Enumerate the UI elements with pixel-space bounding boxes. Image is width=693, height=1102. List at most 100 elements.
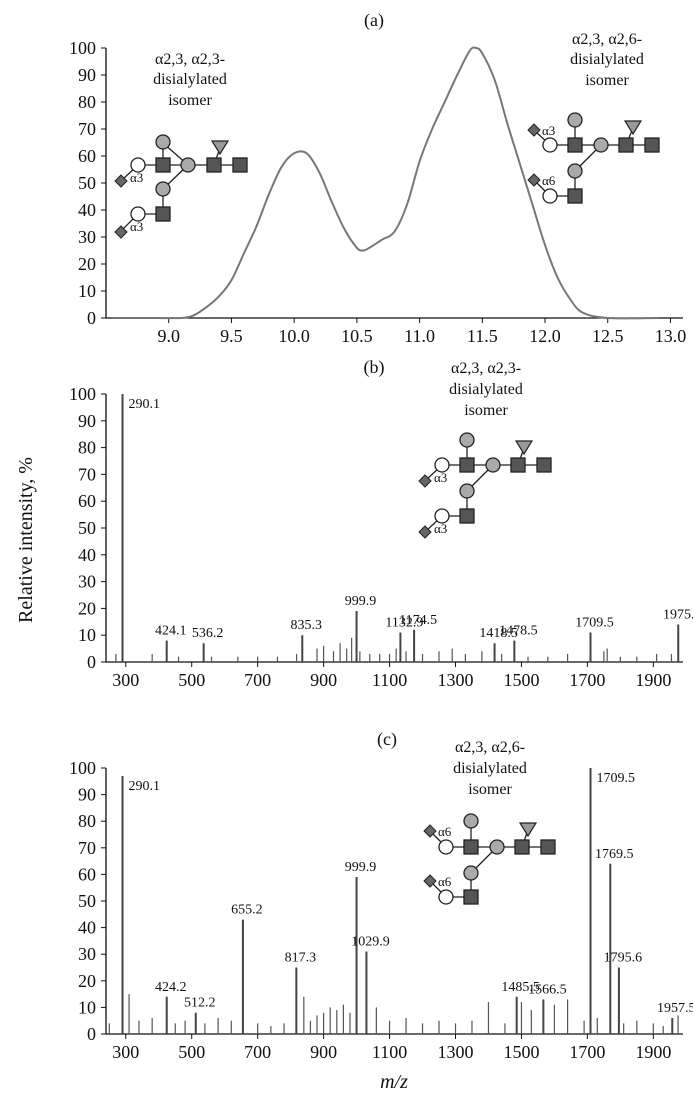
sialic-acid-icon xyxy=(423,874,437,888)
glcnac-icon xyxy=(644,137,660,153)
x-tick-label: 12.0 xyxy=(529,326,561,346)
y-axis-label: Relative intensity, % xyxy=(15,457,37,623)
annotation-c-line3: isomer xyxy=(468,781,512,798)
panel-a: (a) 0 10 20 30 40 50 60 70 80 90 100 9.0 9.5 10.0 10.… xyxy=(69,10,686,346)
peak-label: 290.1 xyxy=(129,397,161,412)
linkage-alpha6-label: α6 xyxy=(542,173,556,188)
glycan-structure-a23-a23-b: α3 α3 xyxy=(418,432,552,539)
glycan-structure-a23-a26-c: α6 α6 xyxy=(423,813,556,905)
x-tick-label: 900 xyxy=(310,670,337,690)
annotation-b: α2,3, α2,3- disialylated isomer xyxy=(449,360,523,419)
peak-label: 424.1 xyxy=(155,624,187,639)
y-tick-label: 60 xyxy=(78,491,96,511)
y-tick-label: 70 xyxy=(78,838,96,858)
y-tick-label: 50 xyxy=(78,173,96,193)
x-tick-label: 9.5 xyxy=(220,326,243,346)
x-tick-label: 900 xyxy=(310,1042,337,1062)
peak-label: 655.2 xyxy=(231,903,263,918)
y-tick-label: 60 xyxy=(78,146,96,166)
peak-label: 1769.5 xyxy=(595,847,634,862)
chromatogram-line xyxy=(112,46,658,320)
x-tick-label: 1900 xyxy=(635,670,671,690)
annotation-c-line1: α2,3, α2,6- xyxy=(455,739,525,756)
y-tick-label: 100 xyxy=(69,38,96,58)
y-tick-label: 90 xyxy=(78,411,96,431)
peak-label: 1709.5 xyxy=(575,616,614,631)
x-axis-label: m/z xyxy=(380,1071,408,1093)
annotation-right-a-line1: α2,3, α2,6- xyxy=(572,31,642,48)
panel-a-label: (a) xyxy=(364,10,384,31)
y-tick-label: 10 xyxy=(78,997,96,1017)
x-tick-label: 1100 xyxy=(372,1042,407,1062)
y-tick-label: 50 xyxy=(78,891,96,911)
peak-label: 1478.5 xyxy=(499,624,538,639)
linkage-alpha3-label: α3 xyxy=(434,521,447,536)
sialic-acid-icon xyxy=(527,123,541,137)
peak-label: 1975.6 xyxy=(663,607,693,622)
y-tick-label: 30 xyxy=(78,572,96,592)
y-tick-label: 20 xyxy=(78,971,96,991)
sialic-acid-icon xyxy=(423,824,437,838)
x-tick-label: 11.5 xyxy=(467,326,498,346)
panel-c-label: (c) xyxy=(377,729,397,750)
x-tick-label: 1700 xyxy=(569,1042,605,1062)
galactose-icon xyxy=(485,457,501,473)
annotation-right-a-line3: isomer xyxy=(585,72,629,89)
glcnac-icon xyxy=(618,137,634,153)
peak-label: 1418.5 xyxy=(479,626,518,641)
peak-label: 512.2 xyxy=(184,996,216,1011)
sialic-acid-icon xyxy=(114,174,128,188)
galactose-icon xyxy=(155,134,171,150)
mannose-icon xyxy=(130,206,146,222)
glcnac-icon xyxy=(463,889,479,905)
glcnac-icon xyxy=(459,508,475,524)
panel-b: (b) 0 10 20 30 40 50 60 70 80 90 100 300 500 700 900 1… xyxy=(69,357,693,690)
annotation-left-a-line1: α2,3, α2,3- xyxy=(155,51,225,68)
glcnac-icon xyxy=(463,839,479,855)
glcnac-icon xyxy=(155,157,171,173)
annotation-right-a-line2: disialylated xyxy=(570,51,644,68)
mannose-icon xyxy=(434,457,450,473)
annotation-left-a-line2: disialylated xyxy=(153,71,227,88)
linkage-alpha3-label: α3 xyxy=(130,170,143,185)
peak-label: 817.3 xyxy=(285,951,317,966)
peak-label: 290.1 xyxy=(129,779,161,794)
glcnac-icon xyxy=(514,839,530,855)
fucose-icon xyxy=(518,822,538,838)
panel-c: (c) 0 10 20 30 40 50 60 70 80 90 100 300 500 700 900 1… xyxy=(69,729,693,1062)
mannose-icon xyxy=(130,157,146,173)
glcnac-icon xyxy=(567,137,583,153)
x-tick-label: 1700 xyxy=(569,670,605,690)
peak-label: 999.9 xyxy=(345,860,377,875)
y-tick-label: 80 xyxy=(78,811,96,831)
glycan-structure-a23-a23: α3 α3 xyxy=(114,134,248,239)
galactose-icon xyxy=(463,865,479,881)
panel-b-label: (b) xyxy=(364,357,385,378)
annotation-left-a: α2,3, α2,3- disialylated isomer xyxy=(153,51,227,109)
y-tick-label: 100 xyxy=(69,758,96,778)
linkage-alpha3-label: α3 xyxy=(542,123,555,138)
galactose-icon xyxy=(459,483,475,499)
fucose-icon xyxy=(210,140,230,156)
peak-label: 1795.6 xyxy=(604,951,643,966)
fucose-icon xyxy=(623,120,643,136)
y-tick-label: 70 xyxy=(78,119,96,139)
annotation-right-a: α2,3, α2,6- disialylated isomer xyxy=(570,31,644,89)
y-tick-label: 70 xyxy=(78,464,96,484)
sialic-acid-icon xyxy=(527,173,541,187)
mannose-icon xyxy=(542,137,558,153)
glcnac-icon xyxy=(206,157,222,173)
linkage-alpha3-label: α3 xyxy=(130,219,143,234)
y-tick-label: 30 xyxy=(78,227,96,247)
annotation-b-line3: isomer xyxy=(464,402,508,419)
y-tick-label: 10 xyxy=(78,625,96,645)
y-tick-label: 30 xyxy=(78,944,96,964)
y-tick-label: 20 xyxy=(78,254,96,274)
x-tick-label: 1500 xyxy=(503,670,539,690)
x-tick-label: 1500 xyxy=(503,1042,539,1062)
galactose-icon xyxy=(180,157,196,173)
galactose-icon xyxy=(155,181,171,197)
y-tick-label: 90 xyxy=(78,65,96,85)
peak-label: 1174.5 xyxy=(399,613,437,628)
